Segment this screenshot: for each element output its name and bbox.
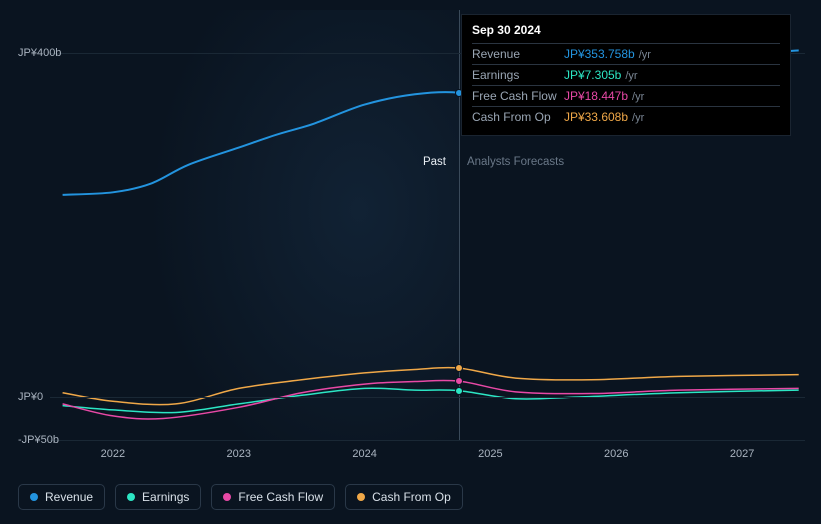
y-axis-label: -JP¥50b [18,434,59,446]
x-axis-label: 2022 [101,448,125,460]
tooltip-row: Cash From OpJP¥33.608b/yr [472,106,780,127]
x-axis-label: 2025 [478,448,502,460]
marker-cfo [455,364,463,372]
marker-earnings [455,387,463,395]
legend-label: Revenue [45,490,93,504]
tooltip-row-value: JP¥18.447b [564,89,628,103]
legend-label: Free Cash Flow [238,490,323,504]
y-axis-label: JP¥0 [18,391,43,403]
tooltip-row-unit: /yr [632,91,644,103]
tooltip-row: Free Cash FlowJP¥18.447b/yr [472,85,780,106]
x-axis-label: 2027 [730,448,754,460]
tooltip-row-label: Free Cash Flow [472,89,564,103]
tooltip-row-label: Revenue [472,47,564,61]
tooltip-row-value: JP¥33.608b [564,110,628,124]
legend-dot-icon [127,493,135,501]
marker-fcf [455,377,463,385]
legend-item-revenue[interactable]: Revenue [18,484,105,510]
tooltip-row-unit: /yr [632,112,644,124]
series-earnings [63,388,799,413]
tooltip-row-value: JP¥353.758b [564,47,635,61]
legend-item-earnings[interactable]: Earnings [115,484,201,510]
legend-label: Earnings [142,490,189,504]
tooltip-row-label: Earnings [472,68,564,82]
x-axis-label: 2026 [604,448,628,460]
legend-dot-icon [30,493,38,501]
gridline [50,440,805,441]
chart-tooltip: Sep 30 2024 RevenueJP¥353.758b/yrEarning… [461,14,791,136]
legend-dot-icon [357,493,365,501]
x-axis-label: 2023 [227,448,251,460]
tooltip-row-unit: /yr [625,70,637,82]
tooltip-row: RevenueJP¥353.758b/yr [472,43,780,64]
gridline [50,397,805,398]
legend-item-free-cash-flow[interactable]: Free Cash Flow [211,484,335,510]
legend-dot-icon [223,493,231,501]
tooltip-date: Sep 30 2024 [472,23,780,37]
tooltip-row-value: JP¥7.305b [564,68,621,82]
tooltip-row-unit: /yr [639,49,651,61]
y-axis-label: JP¥400b [18,47,61,59]
series-cfo [63,368,799,405]
x-axis-label: 2024 [352,448,376,460]
tooltip-row: EarningsJP¥7.305b/yr [472,64,780,85]
legend-label: Cash From Op [372,490,451,504]
tooltip-row-label: Cash From Op [472,110,564,124]
chart-legend: Revenue Earnings Free Cash Flow Cash From O… [18,484,463,510]
legend-item-cash-from-op[interactable]: Cash From Op [345,484,463,510]
tooltip-rows: RevenueJP¥353.758b/yrEarningsJP¥7.305b/y… [472,43,780,127]
